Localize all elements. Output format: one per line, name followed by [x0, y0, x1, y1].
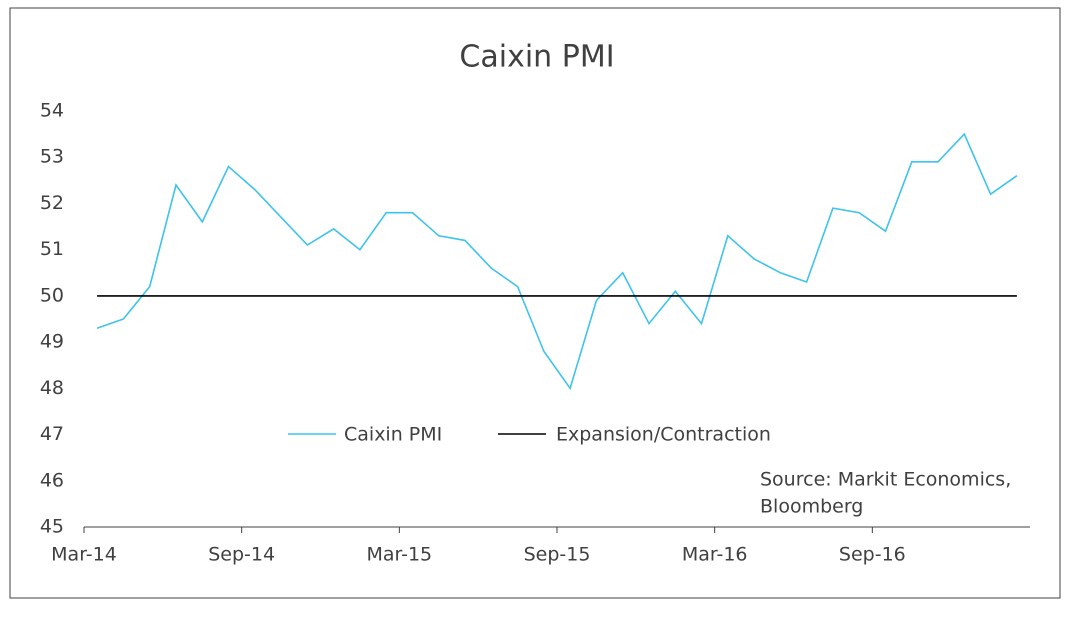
y-tick-label: 52: [40, 192, 64, 214]
x-tick-label: Sep-15: [524, 544, 591, 566]
chart-border: [9, 7, 1061, 599]
y-tick-label: 54: [40, 100, 64, 122]
y-tick-label: 45: [40, 516, 64, 538]
source-note: Bloomberg: [760, 496, 863, 518]
x-tick-label: Mar-15: [366, 544, 432, 566]
y-tick-label: 47: [40, 423, 64, 445]
x-tick-label: Sep-14: [208, 544, 275, 566]
y-tick-label: 51: [40, 238, 64, 260]
legend-label: Caixin PMI: [344, 424, 442, 446]
legend-label: Expansion/Contraction: [556, 424, 771, 446]
y-tick-label: 46: [40, 469, 64, 491]
y-tick-label: 50: [40, 284, 64, 306]
y-tick-label: 53: [40, 146, 64, 168]
source-note: Source: Markit Economics,: [760, 469, 1011, 491]
x-tick-label: Mar-16: [682, 544, 748, 566]
y-tick-label: 48: [40, 377, 64, 399]
chart-title: Caixin PMI: [459, 40, 614, 75]
y-tick-label: 49: [40, 331, 64, 353]
series-line: [96, 132, 1018, 391]
x-tick-label: Sep-16: [839, 544, 906, 566]
x-tick-label: Mar-14: [51, 544, 117, 566]
